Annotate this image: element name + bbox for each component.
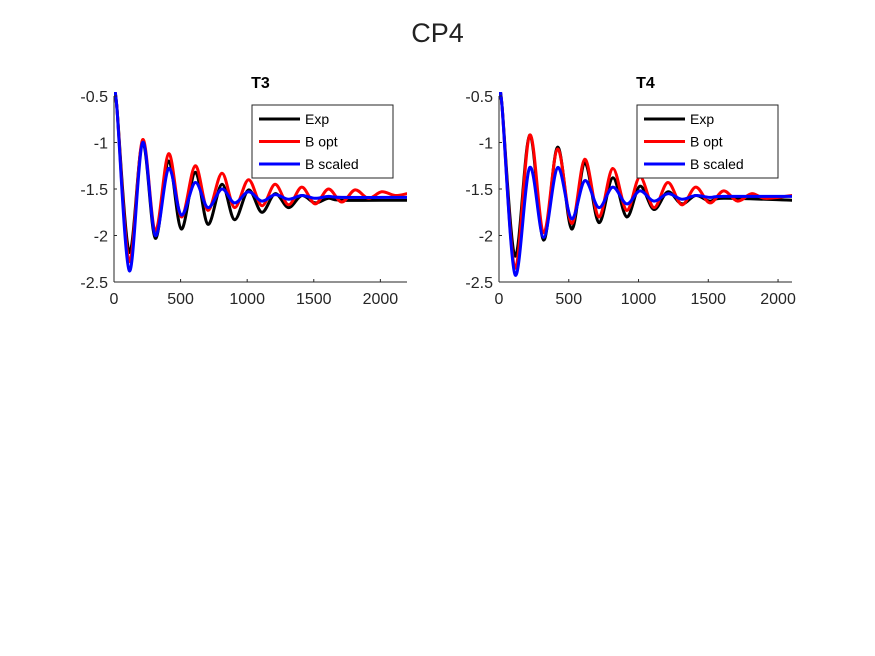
- legend: Exp B opt B scaled: [636, 104, 779, 179]
- y-tick-label: -0.5: [465, 89, 493, 106]
- y-tick-label: -1.5: [80, 182, 108, 199]
- series-line-b-scaled: [114, 92, 407, 273]
- x-tick-label: 1000: [229, 291, 265, 308]
- legend: Exp B opt B scaled: [251, 104, 394, 179]
- legend-label: Exp: [690, 111, 714, 127]
- series-line-b-opt: [499, 92, 792, 270]
- subplot-title: T3: [251, 75, 270, 92]
- x-tick-label: 2000: [760, 291, 796, 308]
- y-tick-label: -0.5: [80, 89, 108, 106]
- series-line-b-scaled: [499, 92, 792, 277]
- y-tick-label: -2.5: [465, 275, 493, 292]
- x-tick-label: 500: [555, 291, 582, 308]
- legend-label: B opt: [690, 134, 723, 150]
- x-tick-label: 0: [110, 291, 119, 308]
- y-tick-label: -2: [479, 229, 493, 246]
- legend-label: B opt: [305, 134, 338, 150]
- series-line-b-opt: [114, 92, 407, 264]
- legend-box: [251, 104, 394, 179]
- y-tick-label: -1.5: [465, 182, 493, 199]
- legend-label: B scaled: [305, 156, 359, 172]
- figure-title: CP4: [411, 18, 464, 48]
- x-tick-label: 500: [167, 291, 194, 308]
- y-tick-label: -2: [94, 229, 108, 246]
- x-tick-label: 1500: [296, 291, 332, 308]
- x-tick-label: 0: [495, 291, 504, 308]
- subplot-t3: 0 500 1000 1500 2000 -2.5 -2 -1.5 -1 -0.5 T3 Exp B o…: [80, 75, 407, 308]
- legend-label: Exp: [305, 111, 329, 127]
- x-tick-label: 1500: [690, 291, 726, 308]
- y-tick-label: -2.5: [80, 275, 108, 292]
- x-tick-label: 1000: [621, 291, 657, 308]
- y-tick-label: -1: [94, 136, 108, 153]
- x-tick-label: 2000: [363, 291, 399, 308]
- subplot-title: T4: [636, 75, 655, 92]
- subplot-t4: 0 500 1000 1500 2000 -2.5 -2 -1.5 -1 -0.5 T4 Exp B o…: [465, 75, 796, 308]
- legend-label: B scaled: [690, 156, 744, 172]
- y-tick-label: -1: [479, 136, 493, 153]
